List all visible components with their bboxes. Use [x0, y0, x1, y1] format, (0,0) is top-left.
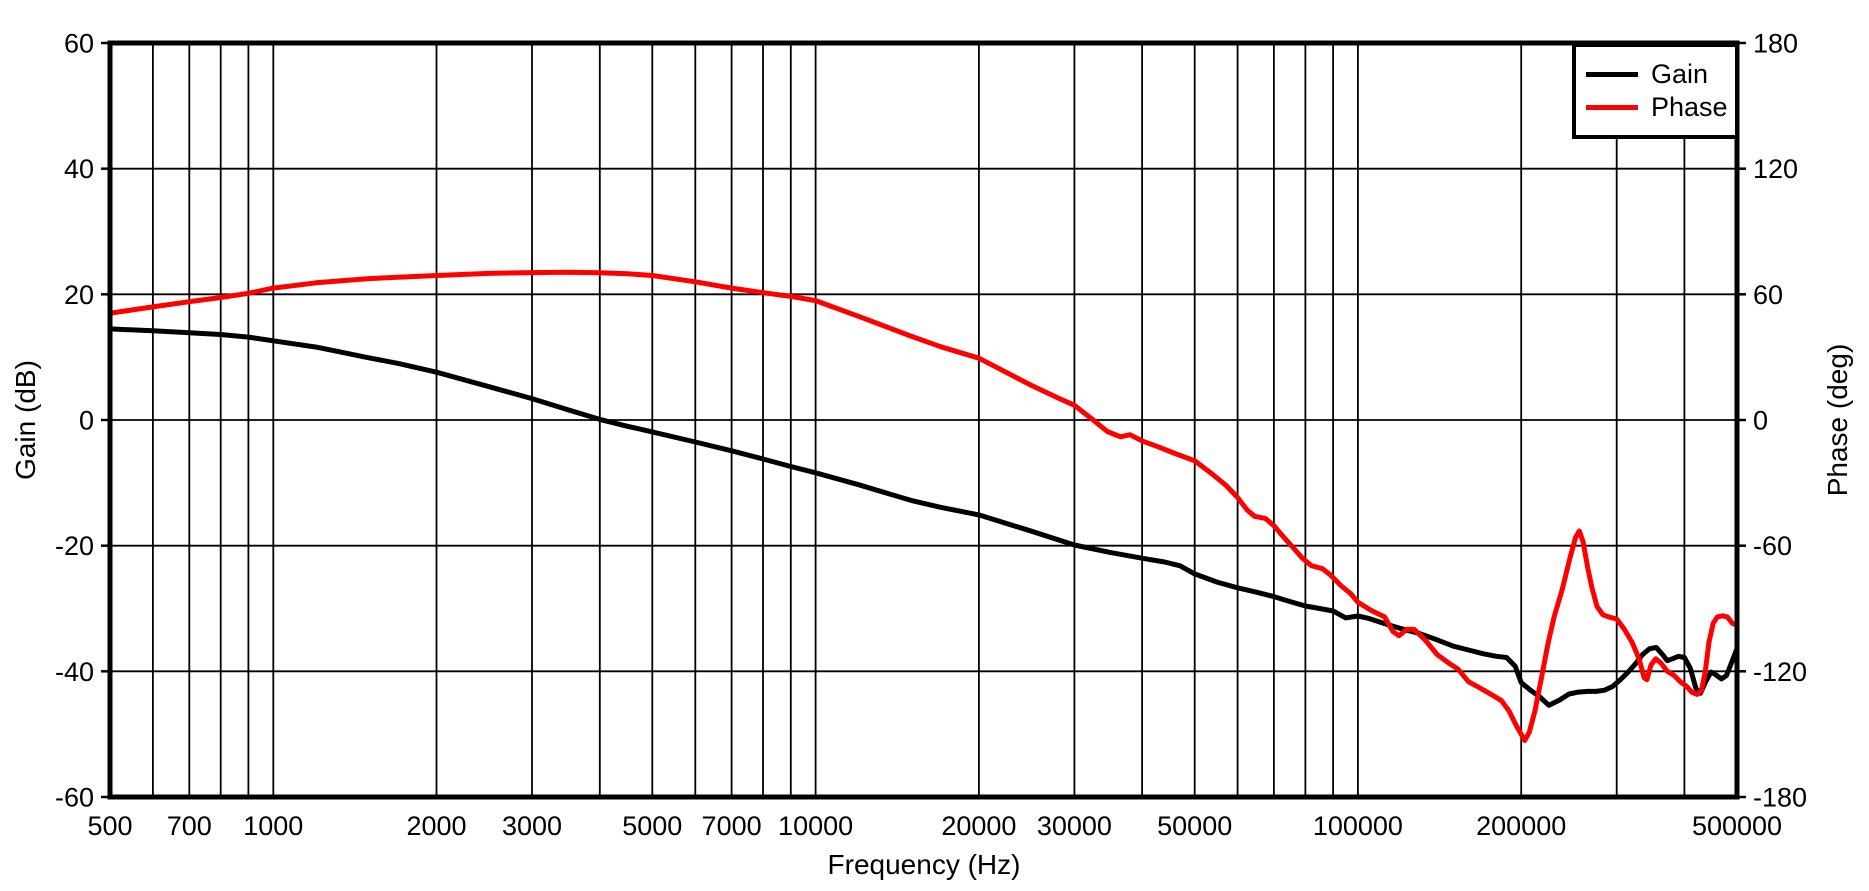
y-tick-label-right: -180	[1753, 783, 1807, 813]
y-tick-label-left: 40	[64, 154, 94, 184]
x-tick-label: 500000	[1692, 811, 1782, 841]
y-tick-label-left: -20	[55, 531, 94, 561]
y-tick-label-left: 60	[64, 29, 94, 59]
x-tick-label: 10000	[778, 811, 853, 841]
x-axis-title: Frequency (Hz)	[827, 849, 1021, 880]
gain-line-swatch	[1586, 72, 1638, 77]
gain-curve	[107, 326, 1740, 708]
y-tick-label-right: 0	[1753, 406, 1768, 436]
x-tick-label: 5000	[622, 811, 682, 841]
legend-label-phase: Phase	[1651, 92, 1728, 122]
x-tick-label: 2000	[406, 811, 466, 841]
y-tick-label-left: -60	[55, 783, 94, 813]
y-tick-label-right: -120	[1753, 657, 1807, 687]
right-axis-title: Phase (deg)	[1822, 343, 1853, 497]
phase-line-swatch	[1586, 105, 1638, 110]
x-tick-label: 20000	[941, 811, 1016, 841]
y-tick-label-right: 120	[1753, 154, 1798, 184]
x-tick-label: 100000	[1313, 811, 1403, 841]
y-tick-label-left: -40	[55, 657, 94, 687]
legend-item-phase: Phase	[1586, 94, 1735, 121]
legend: Gain Phase	[1572, 43, 1739, 139]
y-tick-label-right: -60	[1753, 531, 1792, 561]
y-tick-label-left: 20	[64, 280, 94, 310]
phase-curve	[107, 269, 1740, 743]
x-tick-label: 50000	[1157, 811, 1232, 841]
x-tick-label: 7000	[702, 811, 762, 841]
legend-label-gain: Gain	[1651, 59, 1709, 89]
x-tick-label: 30000	[1037, 811, 1112, 841]
legend-item-gain: Gain	[1586, 61, 1735, 88]
x-tick-label: 1000	[243, 811, 303, 841]
x-tick-label: 700	[167, 811, 212, 841]
y-tick-label-right: 180	[1753, 29, 1798, 59]
y-tick-label-right: 60	[1753, 280, 1783, 310]
y-tick-label-left: 0	[79, 406, 94, 436]
x-tick-label: 3000	[502, 811, 562, 841]
left-axis-title: Gain (dB)	[10, 360, 41, 480]
x-tick-label: 200000	[1476, 811, 1566, 841]
x-tick-label: 500	[87, 811, 132, 841]
